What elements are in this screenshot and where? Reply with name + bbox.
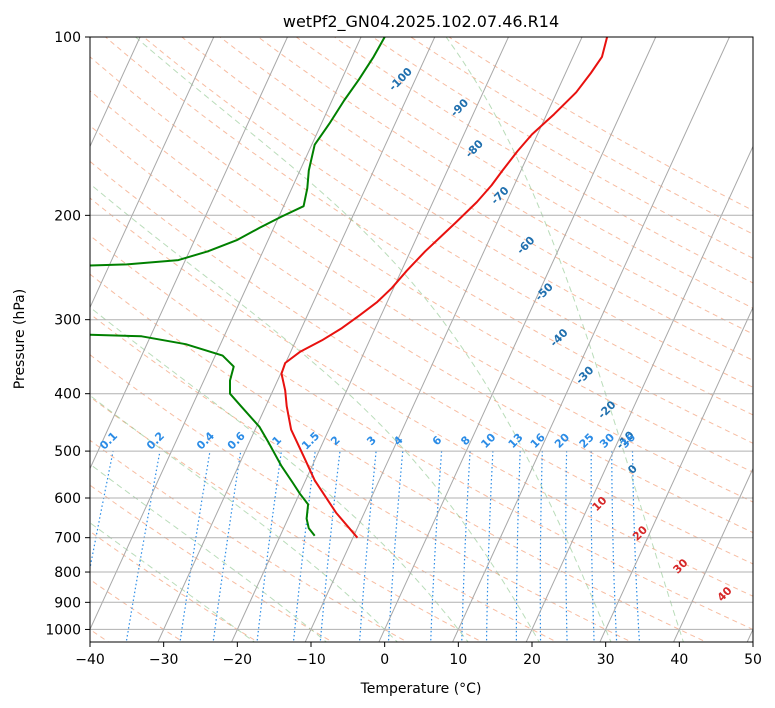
y-tick-label: 500 [54,444,81,460]
dry-adiabat [90,56,753,473]
isotherm-line [525,145,753,642]
y-tick-label: 700 [54,531,81,547]
dry-adiabat [90,396,484,642]
dewpoint-series [90,37,386,537]
x-axis-title: Temperature (°C) [360,681,482,697]
mixing-ratio-line [590,451,595,642]
pressure-grid [90,37,753,630]
isotherm-line [599,306,753,642]
dry-adiabat [90,439,409,642]
isotherm-line [452,37,731,642]
y-axis-title: Pressure (hPa) [12,289,28,389]
dry-adiabat [90,234,753,631]
dry-adiabat [181,37,753,388]
isotherm-line [90,37,362,631]
x-tick-label: 10 [449,652,467,668]
dry-adiabat [295,37,753,309]
x-tick-label: −40 [75,652,105,668]
y-tick-label: 1000 [45,622,81,638]
isotherm-line [673,467,753,642]
mixing-ratio-line [125,450,161,642]
chart-title: wetPf2_GN04.2025.102.07.46.R14 [283,12,559,32]
mixing-ratio-line [485,451,494,642]
y-tick-label: 400 [54,387,81,403]
dry-adiabat [219,37,753,361]
dry-adiabat [90,354,558,642]
dry-adiabat [409,37,753,235]
background-lines [0,24,753,645]
dry-adiabat [90,125,753,534]
mixing-ratio-line [461,451,471,642]
dry-adiabat [90,90,753,503]
plot-frame [89,36,754,643]
plot-area [90,37,753,642]
x-tick-label: 50 [744,652,762,668]
isotherm-line [90,37,141,148]
mixing-ratio-line [539,451,543,642]
mixing-ratio-line [611,451,618,642]
y-tick-label: 200 [54,208,81,224]
mixing-ratio-line [515,451,521,642]
profile-series [90,37,609,539]
isotherm-line [0,24,73,645]
x-tick-label: 40 [670,652,688,668]
isotherm-line [231,37,510,642]
y-tick-label: 800 [54,565,81,581]
x-tick-label: 30 [597,652,615,668]
mixing-ratio-line [430,451,443,642]
temperature-series [280,37,609,539]
dry-adiabat [104,37,753,444]
x-tick-label: −10 [296,652,326,668]
isotherm-line [378,37,657,642]
x-tick-label: 20 [523,652,541,668]
y-tick-label: 900 [54,595,81,611]
y-tick-label: 300 [54,313,81,329]
isotherm-line [157,37,436,642]
x-axis: −40 −30 −20 −10 0 10 20 30 40 50 [75,642,762,668]
y-tick-label: 100 [54,30,81,46]
x-tick-label: 0 [380,652,389,668]
isotherm-line [90,37,289,470]
mixing-ratio-line [565,451,568,642]
x-tick-label: −20 [223,652,253,668]
x-tick-label: −30 [149,652,179,668]
y-axis: 100 200 300 400 500 600 700 800 900 1000 [45,30,90,638]
moist-adiabat [90,183,540,642]
dry-adiabat [90,160,753,565]
y-tick-label: 600 [54,491,81,507]
dry-adiabat [371,37,753,259]
dry-adiabat [90,273,708,642]
dry-adiabat [90,197,753,597]
isotherm-line [90,37,215,309]
dry-adiabat [257,37,753,335]
mixing-ratio-line [631,451,641,642]
dry-adiabat [142,37,753,416]
